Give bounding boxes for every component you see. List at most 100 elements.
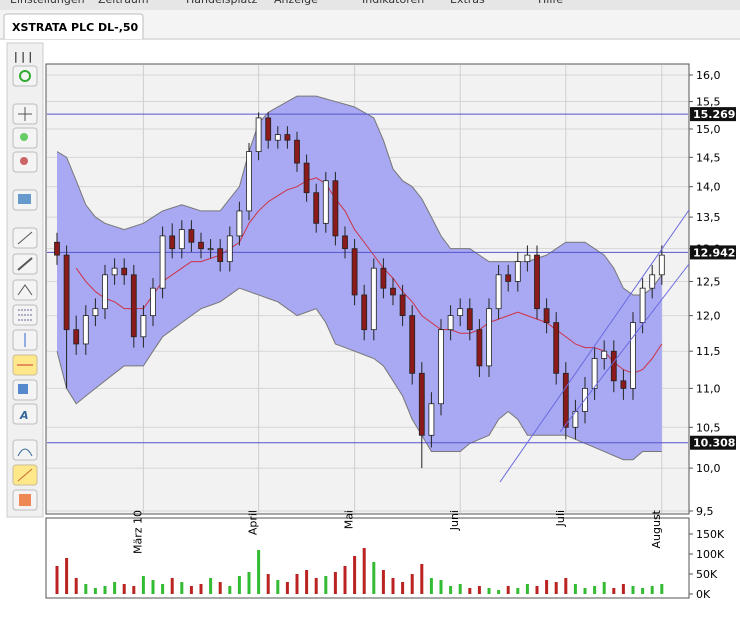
volume-bar (199, 584, 203, 594)
candle-body (418, 372, 425, 436)
y-tick-label: 16,0 (696, 69, 721, 82)
menu-bar (0, 0, 740, 10)
volume-bar (55, 566, 59, 594)
candle-body (121, 267, 128, 276)
channel-line (559, 263, 690, 433)
volume-bar (497, 590, 501, 594)
y-tick-label: 11,0 (696, 382, 721, 395)
candle-body (303, 162, 310, 194)
candle-body (351, 248, 358, 296)
tab[interactable] (3, 13, 144, 39)
candle-body (486, 308, 492, 367)
candle-body (438, 329, 444, 405)
y-tick-label: 10,0 (696, 462, 721, 475)
volume-bar (122, 584, 126, 594)
menu-item[interactable]: Extras (450, 0, 485, 6)
volume-bar (170, 578, 174, 594)
y-tick-label: 12,5 (696, 275, 721, 288)
icon (17, 231, 33, 245)
menu-item[interactable]: Anzeige (274, 0, 318, 6)
volume-bar (237, 576, 241, 594)
candle-body (73, 329, 80, 345)
candle-body (188, 229, 195, 243)
volume-bar (285, 582, 289, 594)
volume-bar (458, 584, 462, 594)
menu-item[interactable]: Indikatoren (362, 0, 424, 6)
candle-body (150, 287, 156, 317)
volume-bar (410, 574, 414, 594)
volume-bar (631, 586, 635, 594)
volume-bar (468, 588, 472, 594)
x-tick-label: Mai (343, 510, 356, 529)
y-tick-label: 9,5 (696, 505, 714, 518)
candle-body (82, 315, 89, 345)
volume-bar (535, 586, 539, 594)
y-tick-label: 10,5 (696, 421, 721, 434)
icon (17, 284, 33, 296)
candle-body (553, 322, 560, 374)
x-tick-label: Juni (448, 510, 461, 531)
y-tick-label: 150K (696, 528, 725, 541)
volume-bar (525, 584, 529, 594)
x-tick-label: April (247, 510, 260, 535)
volume-bar (324, 576, 328, 594)
tool-arc[interactable] (12, 439, 38, 461)
icon (18, 107, 32, 121)
candle-body (370, 267, 377, 331)
volume-bar (583, 588, 587, 594)
volume-bar (228, 586, 232, 594)
volume-bar (257, 550, 261, 594)
band-fill (57, 96, 662, 460)
icon (20, 157, 28, 165)
volume-bar (487, 588, 491, 594)
candle-body (601, 350, 608, 359)
candle-body (255, 117, 262, 152)
level-label: 12.942 (693, 246, 735, 259)
candle-body (639, 287, 646, 324)
candle-body (342, 235, 348, 250)
candle-body (428, 403, 435, 436)
candle-body (399, 294, 406, 317)
volume-bar (141, 576, 145, 594)
price-chart: 16,015,515,014,514,013,513,012,512,011,5… (47, 65, 736, 554)
volume-bar (573, 584, 577, 594)
volume-bar (161, 584, 165, 594)
tool-text[interactable] (12, 403, 38, 425)
menu-item[interactable]: Hilfe (538, 0, 563, 6)
candle-body (294, 139, 300, 164)
volume-bar (295, 574, 299, 594)
volume-bar (276, 580, 280, 594)
volume-chart: 150K 100K 50K 0K (55, 528, 725, 601)
candle-body (265, 117, 272, 141)
menu-item[interactable]: Zeitraum (98, 0, 149, 6)
icon (18, 194, 31, 204)
level-label: 10.308 (693, 437, 735, 450)
candle-body (610, 350, 617, 382)
volume-bar (372, 562, 376, 594)
candle-body (63, 254, 70, 331)
candle-body (217, 248, 224, 263)
candle-body (562, 372, 569, 428)
level-box (690, 107, 736, 122)
candle-body (658, 254, 665, 276)
volume-bar (65, 558, 69, 594)
tool-refresh[interactable] (12, 65, 38, 87)
icon (17, 468, 33, 482)
menu-item[interactable]: Handelsplatz (186, 0, 258, 6)
volume-bar (593, 586, 597, 594)
candle-body (226, 235, 233, 263)
volume-bar (314, 578, 318, 594)
candle-body (409, 315, 416, 374)
volume-bar (401, 582, 405, 594)
volume-bar (516, 588, 520, 594)
tool-triangle[interactable] (12, 279, 38, 301)
volume-bar (420, 564, 424, 594)
menu-item[interactable]: Einstellungen (10, 0, 85, 6)
volume-bar (93, 588, 97, 594)
candle-body (246, 151, 252, 212)
volume-bar (180, 582, 184, 594)
candle-body (236, 210, 243, 237)
volume-bar (621, 584, 625, 594)
tab-title[interactable]: XSTRATA PLC DL-,50 (12, 21, 139, 34)
y-tick-label: 14,5 (696, 151, 721, 164)
